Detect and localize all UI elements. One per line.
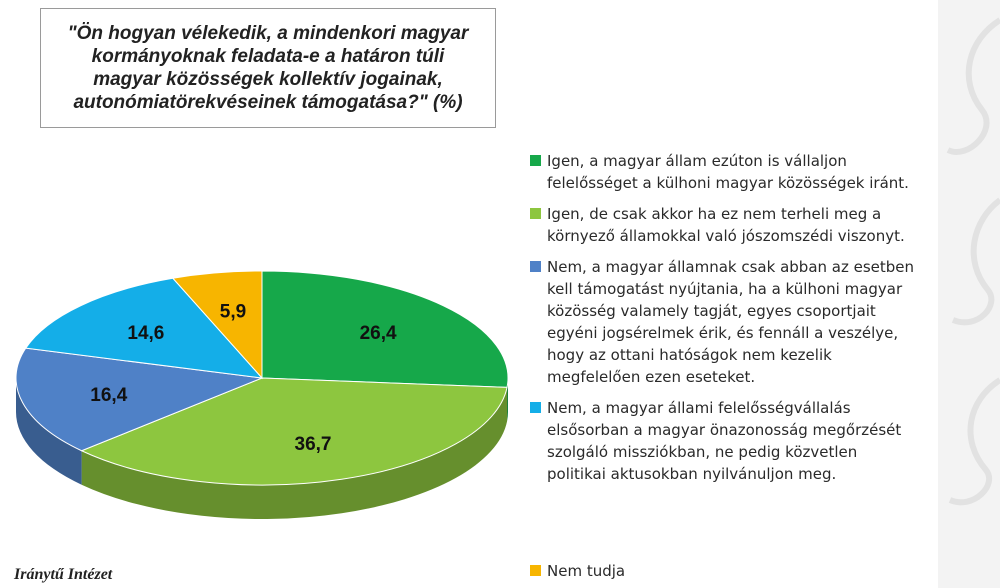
pie-slice — [80, 377, 508, 486]
legend-item: Nem, a magyar államnak csak abban az ese… — [530, 256, 940, 388]
chart-title: "Ön hogyan vélekedik, a mindenkori magya… — [67, 23, 469, 113]
legend-swatch — [530, 155, 541, 166]
pie-slice — [261, 270, 509, 388]
pie-slices — [15, 270, 509, 486]
legend-item: Nem tudja — [530, 560, 625, 582]
pie-slice — [15, 347, 264, 452]
legend-item: Igen, a magyar állam ezúton is vállaljon… — [530, 150, 940, 194]
legend-label: Nem, a magyar állami felelősségvállalás … — [547, 399, 902, 483]
pie-data-label: 36,7 — [295, 434, 332, 455]
chart-legend: Igen, a magyar állam ezúton is vállaljon… — [530, 150, 940, 580]
pie-slice-side — [81, 387, 508, 519]
decorative-ornament — [938, 0, 1000, 588]
legend-swatch — [530, 261, 541, 272]
pie-data-labels: 26,4 36,7 16,4 14,6 5,9 — [90, 302, 397, 455]
pie-slice-side — [16, 378, 82, 485]
source-label: Iránytű Intézet — [14, 566, 113, 583]
legend-swatch — [530, 402, 541, 413]
legend-item: Igen, de csak akkor ha ez nem terheli me… — [530, 203, 940, 247]
pie-data-label: 5,9 — [220, 302, 246, 323]
legend-swatch — [530, 565, 541, 576]
pie-data-label: 16,4 — [90, 385, 127, 406]
pie-slice-side — [507, 378, 508, 422]
legend-item: Nem, a magyar állami felelősségvállalás … — [530, 397, 940, 485]
pie-data-label: 26,4 — [360, 323, 397, 344]
legend-label: Igen, a magyar állam ezúton is vállaljon… — [547, 152, 909, 192]
pie-sides — [16, 378, 508, 519]
pie-slice — [171, 270, 263, 380]
pie-chart: 26,4 36,7 16,4 14,6 5,9 — [15, 270, 509, 519]
legend-swatch — [530, 208, 541, 219]
legend-label: Nem, a magyar államnak csak abban az ese… — [547, 258, 915, 386]
legend-label: Igen, de csak akkor ha ez nem terheli me… — [547, 205, 905, 245]
chart-title-box: "Ön hogyan vélekedik, a mindenkori magya… — [40, 8, 496, 128]
pie-slice — [24, 277, 264, 379]
legend-label: Nem tudja — [547, 562, 626, 580]
pie-data-label: 14,6 — [127, 323, 164, 344]
